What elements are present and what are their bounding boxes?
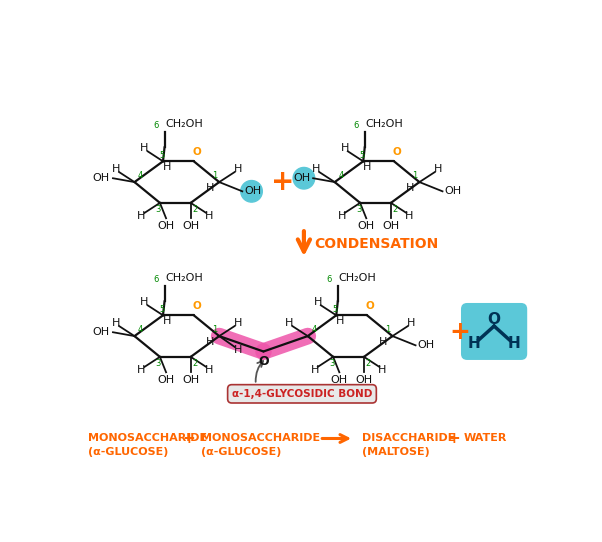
- Text: +: +: [182, 431, 195, 446]
- Text: α-1,4-GLYCOSIDIC BOND: α-1,4-GLYCOSIDIC BOND: [232, 389, 372, 399]
- Text: H: H: [163, 317, 171, 326]
- FancyBboxPatch shape: [461, 303, 527, 360]
- Text: H: H: [206, 337, 214, 347]
- Text: OH: OH: [93, 327, 110, 337]
- Text: 4: 4: [138, 171, 143, 180]
- Text: H: H: [205, 365, 213, 375]
- Text: H: H: [205, 211, 213, 221]
- Text: O: O: [488, 312, 501, 327]
- Text: CH₂OH: CH₂OH: [365, 119, 403, 129]
- Text: (α-GLUCOSE): (α-GLUCOSE): [88, 447, 169, 456]
- Text: +: +: [272, 168, 295, 196]
- Text: CONDENSATION: CONDENSATION: [314, 237, 438, 251]
- Text: MONOSACCHARIDE: MONOSACCHARIDE: [88, 434, 208, 443]
- Text: 2: 2: [192, 358, 197, 367]
- Text: 1: 1: [212, 325, 217, 334]
- Text: 3: 3: [329, 358, 334, 367]
- Text: 6: 6: [326, 275, 332, 283]
- Text: 6: 6: [353, 121, 359, 130]
- Text: 4: 4: [311, 325, 317, 334]
- Text: H: H: [140, 143, 149, 153]
- Text: H: H: [140, 297, 149, 307]
- Text: H: H: [379, 337, 388, 347]
- Text: O: O: [193, 147, 201, 157]
- Text: OH: OH: [158, 376, 175, 385]
- Text: CH₂OH: CH₂OH: [338, 273, 376, 283]
- Text: 5: 5: [160, 151, 165, 160]
- Text: 5: 5: [360, 151, 365, 160]
- Text: 4: 4: [338, 171, 344, 180]
- Text: H: H: [341, 143, 349, 153]
- Text: H: H: [407, 318, 415, 328]
- Text: H: H: [405, 211, 414, 221]
- Text: O: O: [193, 301, 201, 312]
- Text: O: O: [393, 147, 402, 157]
- Text: OH: OH: [382, 221, 400, 231]
- Text: H: H: [433, 164, 442, 174]
- Text: OH: OH: [418, 340, 435, 350]
- Text: H: H: [336, 317, 344, 326]
- Text: H: H: [378, 365, 386, 375]
- Text: 2: 2: [192, 204, 197, 214]
- Text: 4: 4: [138, 325, 143, 334]
- Text: H: H: [234, 164, 242, 174]
- Text: OH: OH: [358, 221, 375, 231]
- Text: H: H: [112, 164, 120, 174]
- Text: H: H: [234, 318, 242, 328]
- Text: H: H: [285, 318, 293, 328]
- Text: OH: OH: [330, 376, 348, 385]
- Circle shape: [241, 180, 262, 202]
- Text: 3: 3: [156, 204, 161, 214]
- Text: 1: 1: [212, 171, 217, 179]
- Text: 6: 6: [153, 275, 158, 283]
- Text: 3: 3: [356, 204, 361, 214]
- Text: 5: 5: [160, 305, 165, 314]
- Text: O: O: [258, 354, 268, 367]
- Text: H: H: [406, 183, 414, 193]
- Text: WATER: WATER: [464, 434, 507, 443]
- Text: 2: 2: [392, 204, 397, 214]
- Text: H: H: [137, 211, 146, 221]
- Text: DISACCHARIDE: DISACCHARIDE: [362, 434, 455, 443]
- Text: H: H: [468, 336, 480, 351]
- Text: H: H: [234, 345, 242, 355]
- Text: MONOSACCHARIDE: MONOSACCHARIDE: [202, 434, 321, 443]
- Text: H: H: [338, 211, 346, 221]
- Text: OH: OH: [182, 376, 199, 385]
- Text: 5: 5: [333, 305, 338, 314]
- Text: (α-GLUCOSE): (α-GLUCOSE): [202, 447, 282, 456]
- Text: H: H: [363, 163, 371, 172]
- Text: OH: OH: [293, 173, 310, 183]
- Text: OH: OH: [355, 376, 373, 385]
- Text: CH₂OH: CH₂OH: [166, 273, 203, 283]
- Text: H: H: [206, 183, 214, 193]
- Text: H: H: [112, 318, 120, 328]
- Text: H: H: [311, 365, 319, 375]
- Text: 1: 1: [412, 171, 417, 179]
- Text: OH: OH: [244, 186, 262, 196]
- Text: OH: OH: [93, 173, 110, 183]
- Text: H: H: [312, 164, 320, 174]
- Text: H: H: [507, 336, 521, 351]
- Text: O: O: [366, 301, 374, 312]
- Text: OH: OH: [182, 221, 199, 231]
- Text: OH: OH: [158, 221, 175, 231]
- Text: CH₂OH: CH₂OH: [166, 119, 203, 129]
- Text: OH: OH: [445, 186, 462, 196]
- Text: H: H: [314, 297, 322, 307]
- Text: 6: 6: [153, 121, 158, 130]
- Text: 3: 3: [156, 358, 161, 367]
- Text: 1: 1: [385, 325, 391, 334]
- Circle shape: [293, 167, 315, 189]
- Text: H: H: [163, 163, 171, 172]
- Text: 2: 2: [365, 358, 370, 367]
- Text: +: +: [448, 431, 461, 446]
- Text: (MALTOSE): (MALTOSE): [362, 447, 429, 456]
- Text: +: +: [450, 320, 471, 344]
- Text: H: H: [137, 365, 146, 375]
